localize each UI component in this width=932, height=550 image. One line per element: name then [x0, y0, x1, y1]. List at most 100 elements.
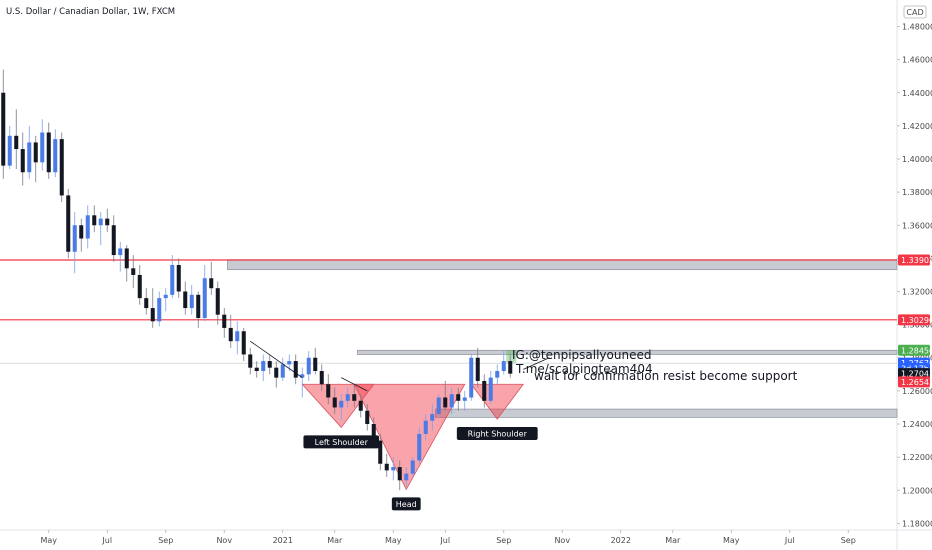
candle-body [27, 142, 32, 173]
price-label: 1.27043 [898, 368, 932, 380]
candle-body [287, 361, 292, 365]
x-tick-label: May [723, 536, 740, 545]
candle [144, 288, 149, 315]
candle [215, 281, 220, 325]
zone-0 [227, 259, 898, 271]
price-label: 1.26543 [898, 376, 932, 388]
candle-body [261, 361, 266, 371]
candle-body [137, 274, 142, 299]
candle-body [124, 248, 129, 269]
candle [27, 125, 32, 179]
candle [358, 394, 363, 418]
candle-body [339, 400, 344, 408]
candle [248, 347, 253, 375]
y-tick-label: 1.32000 [902, 288, 932, 297]
candle [14, 109, 19, 169]
candle-body [501, 361, 506, 371]
annotation-note: wait for confirmation resist become supp… [534, 369, 798, 383]
candle-body [40, 132, 45, 163]
candle [352, 384, 357, 408]
candle [176, 258, 181, 299]
candle [254, 361, 259, 378]
trend-line-mid [341, 377, 368, 392]
candle [306, 351, 311, 381]
candlestick-series [1, 69, 513, 491]
candle-body [105, 218, 110, 226]
candle [501, 351, 506, 375]
y-tick-label: 1.38000 [902, 188, 932, 197]
y-tick-label: 1.18000 [902, 519, 932, 528]
candle [495, 364, 500, 385]
candle-body [189, 294, 194, 309]
candle [280, 357, 285, 381]
candle [378, 433, 383, 471]
pattern-tags: Left Shoulder Head Right Shoulder [303, 427, 538, 511]
candle-body [371, 424, 376, 441]
pattern-tag: Head [391, 497, 421, 511]
candle-body [79, 225, 84, 239]
candle [105, 208, 110, 232]
candle-body [20, 149, 25, 173]
candle [111, 215, 116, 262]
candle-body [254, 367, 259, 371]
candle-body [410, 460, 415, 474]
candle [267, 354, 272, 375]
candle-body [423, 420, 428, 434]
price-label: 1.33902 [898, 254, 932, 266]
candle-body [150, 308, 155, 322]
candle [339, 394, 344, 421]
candle [235, 321, 240, 355]
candle [345, 387, 350, 408]
candle-body [196, 294, 201, 318]
candle [423, 414, 428, 441]
horizontal-lines [0, 259, 897, 364]
candle-body [326, 384, 331, 398]
candle-body [482, 380, 487, 401]
candle [183, 281, 188, 315]
candle [163, 288, 168, 312]
candle-body [456, 394, 461, 401]
candle [131, 255, 136, 289]
time-axis[interactable]: May Jul Sep Nov 2021 Mar May Jul Sep Nov 2022 Mar Ma… [40, 530, 856, 545]
candle-body [430, 414, 435, 421]
candle-body [14, 135, 19, 150]
zone-1 [357, 349, 898, 355]
candle-body [495, 371, 500, 378]
candle-body [33, 142, 38, 163]
candle-body [202, 278, 207, 318]
x-tick-label: Jul [439, 536, 450, 545]
candle [274, 361, 279, 388]
candle-body [313, 357, 318, 371]
candle-body [85, 215, 90, 239]
price-label-text: 1.30290 [901, 316, 932, 325]
candle-body [397, 467, 402, 481]
candle [189, 284, 194, 315]
candle [261, 354, 266, 381]
pattern-tag-label: Head [396, 500, 417, 509]
candle [313, 347, 318, 375]
candle-body [98, 218, 103, 226]
candle-body [157, 298, 162, 322]
candle-body [228, 327, 233, 342]
candle [66, 188, 71, 259]
candle [1, 69, 6, 179]
currency-badge[interactable] [903, 5, 927, 19]
candle-body [46, 132, 51, 173]
candle-body [66, 195, 71, 252]
candle [196, 291, 201, 328]
candle-body [111, 225, 116, 256]
candle [300, 367, 305, 398]
y-tick-label: 1.36000 [902, 221, 932, 230]
candle-body [176, 265, 181, 292]
pattern-tag: Right Shoulder [456, 427, 538, 441]
candle [332, 387, 337, 415]
candle-body [72, 225, 77, 252]
x-tick-label: Sep [496, 536, 511, 545]
x-tick-label: Mar [327, 536, 343, 545]
candle [410, 457, 415, 477]
candle-body [449, 394, 454, 408]
target-box [506, 350, 517, 363]
candle-body [222, 314, 227, 328]
candle [7, 125, 12, 169]
